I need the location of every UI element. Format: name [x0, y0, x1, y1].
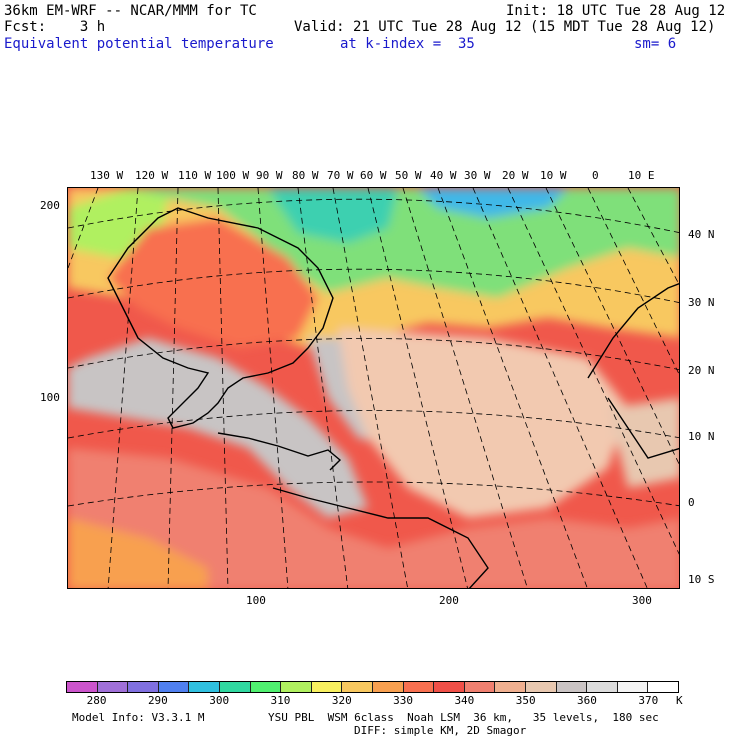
physics-info: YSU PBL WSM 6class Noah LSM 36 km, 35 le…	[268, 711, 659, 724]
coastlines	[107, 207, 679, 588]
lon-label: 50 W	[395, 169, 422, 182]
colorbar-swatch	[617, 682, 649, 692]
lat-label: 10 S	[688, 573, 715, 586]
colorbar-swatch	[281, 682, 312, 692]
lat-label: 0	[688, 496, 695, 509]
colorbar-swatch	[189, 682, 220, 692]
colorbar-swatch	[372, 682, 404, 692]
grid-x-label: 200	[439, 594, 459, 607]
colorbar-label: 310	[270, 694, 291, 707]
colorbar-label: 320	[331, 694, 352, 707]
lon-label: 10 W	[540, 169, 567, 182]
region-green	[128, 188, 679, 298]
region-teal-north	[418, 188, 568, 218]
colorbar-label: 370	[638, 694, 659, 707]
model-info: Model Info: V3.3.1 M	[72, 711, 205, 724]
theta-e-map	[67, 187, 680, 589]
colorbar-swatch	[556, 682, 588, 692]
north-america-coast	[107, 207, 334, 429]
south-america-coast	[272, 487, 489, 588]
lat-label: 30 N	[688, 296, 715, 309]
colorbar-swatch	[67, 682, 98, 692]
lon-label: 20 W	[502, 169, 529, 182]
smoothing-label: sm= 6	[634, 36, 677, 52]
lon-label: 0	[592, 169, 599, 182]
field-name: Equivalent potential temperature	[4, 36, 274, 52]
colorbar-swatch	[342, 682, 373, 692]
colorbar-swatch	[219, 682, 251, 692]
lon-label: 80 W	[292, 169, 319, 182]
colorbar-swatch	[128, 682, 159, 692]
africa-west-coast	[607, 397, 679, 459]
region-gray-gulf	[68, 338, 368, 518]
colorbar	[66, 681, 679, 693]
colorbar-label: 330	[393, 694, 414, 707]
colorbar-swatch	[250, 682, 282, 692]
lat-lon-grid	[68, 188, 679, 588]
lon-label: 90 W	[256, 169, 283, 182]
colorbar-swatch	[311, 682, 343, 692]
region-tan-east	[608, 398, 679, 488]
lat-label: 40 N	[688, 228, 715, 241]
valid-time: Valid: 21 UTC Tue 28 Aug 12 (15 MDT Tue …	[294, 19, 716, 35]
grid-x-label: 300	[632, 594, 652, 607]
lon-label: 40 W	[430, 169, 457, 182]
colorbar-label: 340	[454, 694, 475, 707]
map-svg	[68, 188, 679, 588]
forecast-hour: Fcst: 3 h	[4, 19, 106, 35]
diffusion-info: DIFF: simple KM, 2D Smagor	[354, 724, 527, 737]
model-title: 36km EM-WRF -- NCAR/MMM for TC	[4, 3, 257, 19]
lon-label: 100 W	[216, 169, 250, 182]
lon-label: 10 E	[628, 169, 655, 182]
colorbar-swatch	[495, 682, 526, 692]
lon-label: 130 W	[90, 169, 124, 182]
lat-label: 10 N	[688, 430, 715, 443]
colorbar-label: 300	[209, 694, 230, 707]
region-tan-atlantic	[338, 328, 628, 518]
colorbar-swatch	[648, 682, 678, 692]
grid-y-label: 200	[40, 199, 60, 212]
colorbar-swatch	[464, 682, 496, 692]
colorbar-label: 290	[147, 694, 168, 707]
lat-label: 20 N	[688, 364, 715, 377]
region-salmon-south	[68, 448, 679, 588]
region-orange-sw	[68, 518, 208, 588]
colorbar-label: 280	[86, 694, 107, 707]
grid-x-label: 100	[246, 594, 266, 607]
lon-label: 110 W	[178, 169, 212, 182]
lon-label: 60 W	[360, 169, 387, 182]
colorbar-swatch	[587, 682, 618, 692]
level-label: at k-index = 35	[340, 36, 475, 52]
colorbar-swatch	[158, 682, 190, 692]
colorbar-label: 360	[577, 694, 597, 707]
lon-label: 30 W	[464, 169, 491, 182]
colorbar-swatch	[403, 682, 435, 692]
colorbar-swatch	[434, 682, 465, 692]
colorbar-swatch	[97, 682, 129, 692]
colorbar-unit: K	[676, 694, 683, 707]
colorbar-label: 350	[515, 694, 536, 707]
caribbean-islands	[217, 432, 342, 471]
colorbar-swatch	[525, 682, 557, 692]
grid-y-label: 100	[40, 391, 60, 404]
lon-label: 120 W	[135, 169, 169, 182]
africa-europe-coast	[587, 283, 679, 379]
lon-label: 70 W	[327, 169, 354, 182]
init-time: Init: 18 UTC Tue 28 Aug 12	[506, 3, 726, 19]
region-teal-west	[268, 188, 398, 243]
region-us-warm	[108, 218, 318, 348]
